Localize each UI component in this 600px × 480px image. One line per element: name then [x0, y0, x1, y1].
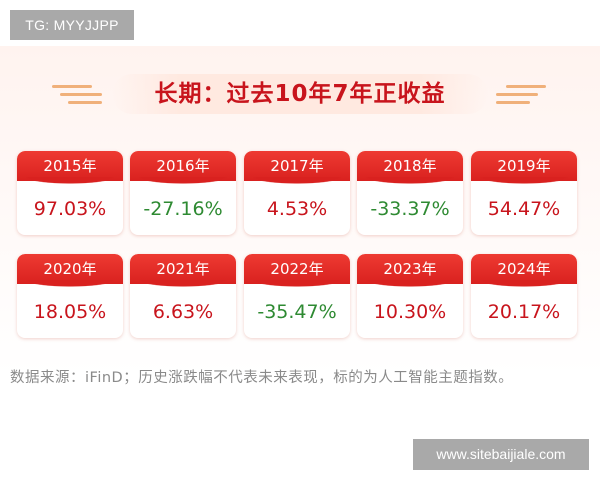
return-value: 4.53% — [266, 198, 328, 220]
title-pill — [112, 74, 488, 114]
title-area: 长期：过去10年7年正收益 — [0, 74, 600, 114]
return-value: 18.05% — [33, 301, 107, 323]
year-label: 2017年 — [244, 151, 350, 185]
return-value: 54.47% — [487, 198, 561, 220]
year-label: 2021年 — [130, 254, 236, 288]
year-card: 2022年 -35.47% — [244, 254, 350, 338]
year-label: 2016年 — [130, 151, 236, 185]
watermark-bottom: www.sitebaijiale.com — [413, 439, 589, 470]
year-card: 2016年 -27.16% — [130, 151, 236, 235]
return-value: -27.16% — [143, 198, 223, 220]
data-source-footnote: 数据来源：iFinD；历史涨跌幅不代表未来表现，标的为人工智能主题指数。 — [10, 370, 514, 386]
year-label: 2018年 — [357, 151, 463, 185]
return-value: -33.37% — [370, 198, 450, 220]
year-label: 2024年 — [471, 254, 577, 288]
return-value: 6.63% — [152, 301, 214, 323]
return-value: 97.03% — [33, 198, 107, 220]
year-card: 2021年 6.63% — [130, 254, 236, 338]
year-label: 2019年 — [471, 151, 577, 185]
title-decoration-right — [496, 83, 546, 105]
year-label: 2023年 — [357, 254, 463, 288]
title-decoration-left — [52, 83, 102, 105]
year-card: 2015年 97.03% — [17, 151, 123, 235]
year-card: 2018年 -33.37% — [357, 151, 463, 235]
year-card: 2020年 18.05% — [17, 254, 123, 338]
return-value: 20.17% — [487, 301, 561, 323]
return-value: 10.30% — [373, 301, 447, 323]
page-title: 长期：过去10年7年正收益 — [154, 81, 446, 107]
return-value: -35.47% — [257, 301, 337, 323]
year-card: 2024年 20.17% — [471, 254, 577, 338]
year-label: 2022年 — [244, 254, 350, 288]
year-card: 2023年 10.30% — [357, 254, 463, 338]
year-card: 2019年 54.47% — [471, 151, 577, 235]
year-label: 2015年 — [17, 151, 123, 185]
watermark-top: TG: MYYJJPP — [10, 10, 134, 40]
year-label: 2020年 — [17, 254, 123, 288]
year-card: 2017年 4.53% — [244, 151, 350, 235]
